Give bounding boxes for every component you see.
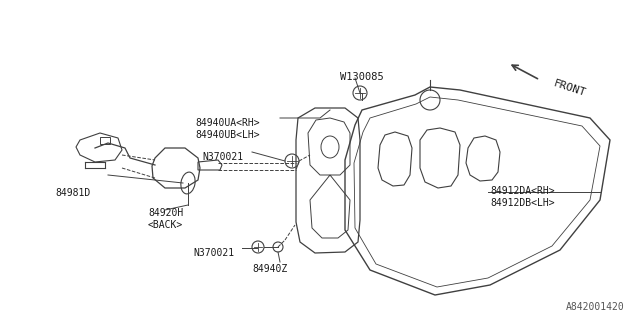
Text: 84920H: 84920H	[148, 208, 183, 218]
Text: 84981D: 84981D	[55, 188, 90, 198]
Text: <BACK>: <BACK>	[148, 220, 183, 230]
Text: N370021: N370021	[193, 248, 234, 258]
Text: 84940Z: 84940Z	[252, 264, 287, 274]
Text: 84912DA<RH>: 84912DA<RH>	[490, 186, 555, 196]
Text: FRONT: FRONT	[552, 78, 587, 98]
Text: W130085: W130085	[340, 72, 384, 82]
Text: 84940UA<RH>: 84940UA<RH>	[195, 118, 260, 128]
Text: A842001420: A842001420	[566, 302, 625, 312]
Text: N370021: N370021	[202, 152, 243, 162]
Text: 84912DB<LH>: 84912DB<LH>	[490, 198, 555, 208]
Text: 84940UB<LH>: 84940UB<LH>	[195, 130, 260, 140]
